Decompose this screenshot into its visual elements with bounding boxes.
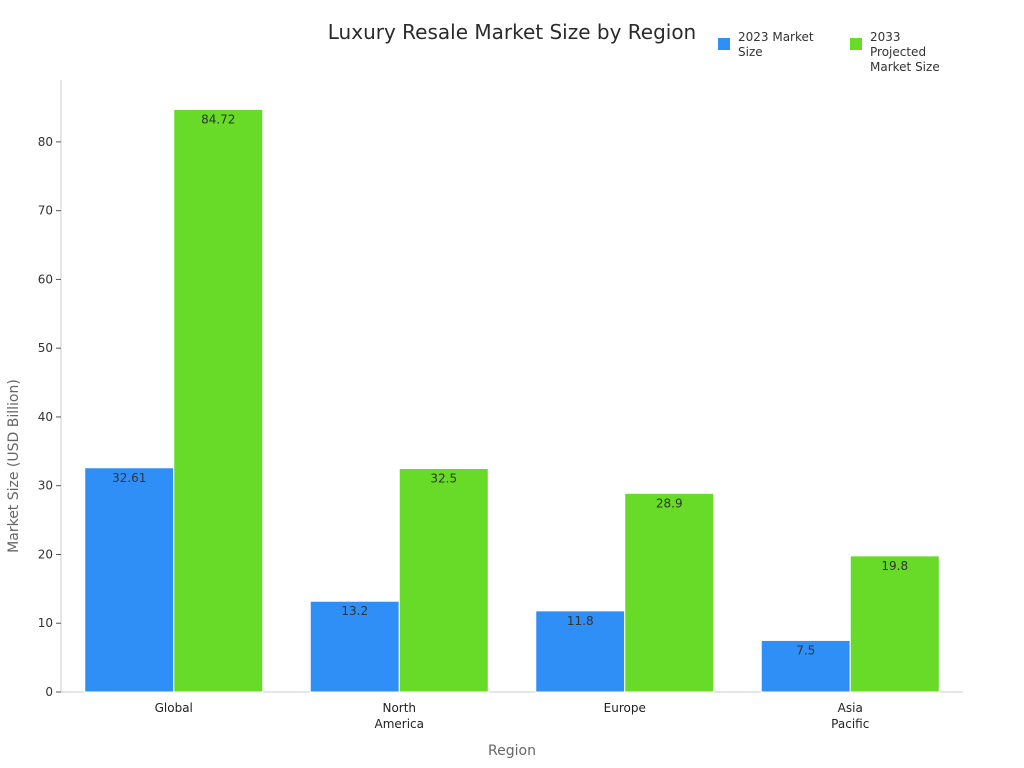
x-tick-label: Pacific: [831, 717, 869, 731]
legend-item-2023: 2023 Market Size: [718, 30, 828, 75]
y-tick-label: 60: [38, 272, 53, 286]
legend-label-2033: 2033 Projected Market Size: [870, 30, 940, 74]
bar-value-label: 13.2: [341, 604, 368, 618]
x-tick-label: Global: [155, 701, 193, 715]
y-tick-label: 20: [38, 547, 53, 561]
bar: [173, 108, 264, 693]
x-tick-label: North: [382, 701, 416, 715]
y-tick-label: 10: [38, 616, 53, 630]
bar-value-label: 84.72: [201, 112, 235, 126]
bar: [398, 468, 489, 693]
bar-value-label: 28.9: [656, 496, 683, 510]
bar: [849, 555, 940, 693]
bar-value-label: 19.8: [881, 559, 908, 573]
bar-value-label: 32.61: [112, 471, 146, 485]
bar-value-label: 7.5: [796, 643, 815, 657]
legend-item-2033: 2033 Projected Market Size: [850, 30, 960, 75]
y-tick-label: 50: [38, 341, 53, 355]
bar: [624, 492, 715, 693]
bar: [309, 600, 400, 693]
bar-value-label: 32.5: [430, 472, 457, 486]
y-tick-label: 40: [38, 410, 53, 424]
x-tick-label: America: [375, 717, 425, 731]
chart-title: Luxury Resale Market Size by Region: [327, 20, 697, 44]
legend-label-2023: 2023 Market Size: [738, 30, 814, 59]
y-tick-label: 80: [38, 135, 53, 149]
x-tick-label: Europe: [604, 701, 646, 715]
legend-swatch-2023: [718, 38, 730, 50]
y-tick-label: 0: [45, 685, 53, 699]
y-axis-title: Market Size (USD Billion): [6, 379, 22, 553]
y-tick-label: 70: [38, 204, 53, 218]
x-axis-title: Region: [488, 743, 536, 759]
x-tick-label: Asia: [838, 701, 863, 715]
bar-value-label: 11.8: [567, 614, 594, 628]
legend-swatch-2033: [850, 38, 862, 50]
bar: [84, 467, 175, 693]
y-tick-label: 30: [38, 479, 53, 493]
legend: 2023 Market Size 2033 Projected Market S…: [718, 30, 960, 75]
